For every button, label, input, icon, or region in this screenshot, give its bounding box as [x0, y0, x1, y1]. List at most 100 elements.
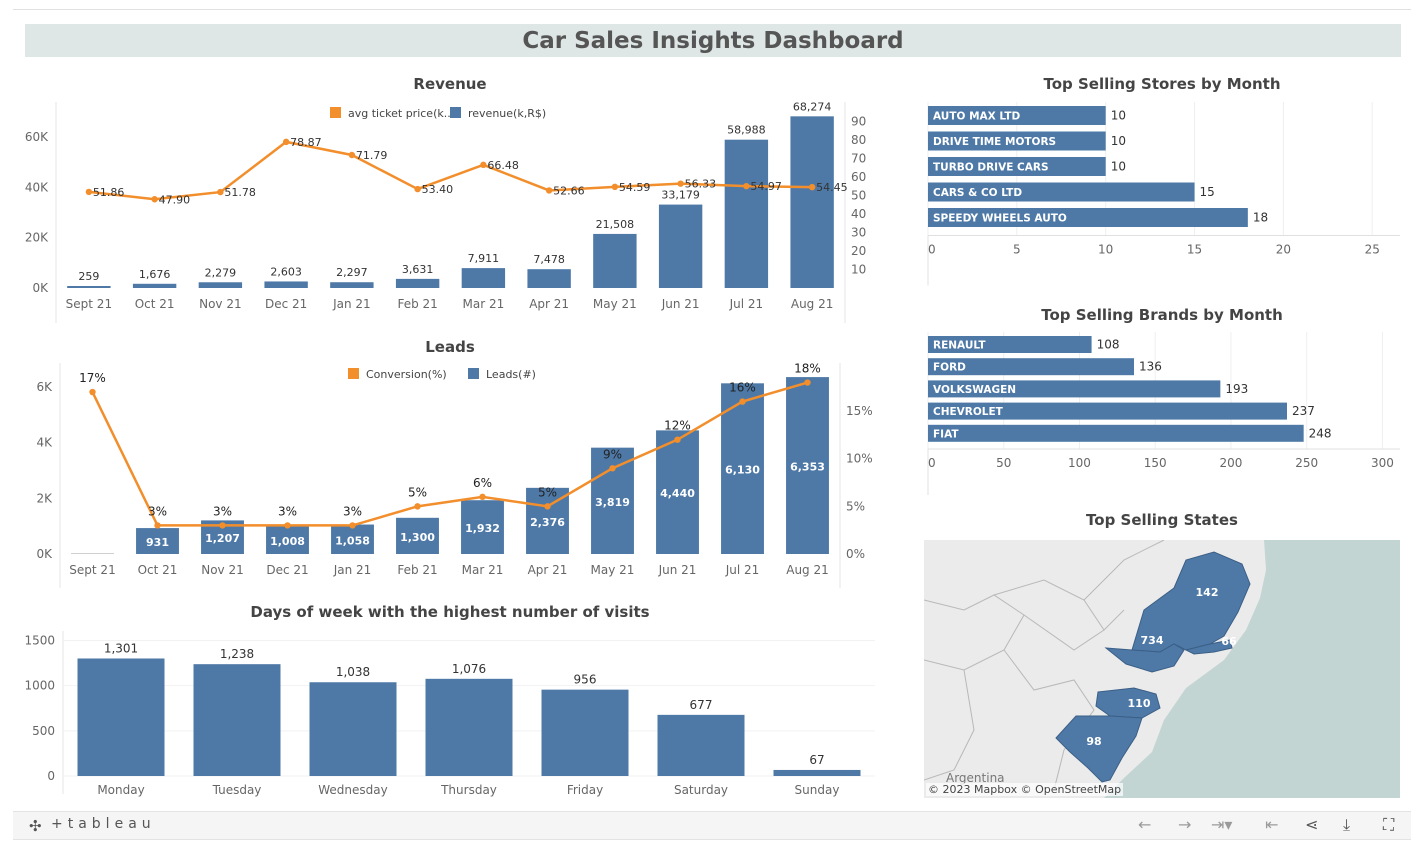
bar[interactable]	[395, 278, 440, 288]
bar-value-label: 15	[1200, 185, 1215, 199]
bar[interactable]	[461, 500, 504, 554]
state-rio-de-janeiro[interactable]	[1184, 639, 1233, 655]
map-sea	[1104, 540, 1400, 798]
bar[interactable]	[724, 139, 769, 288]
bar-category-label: RENAULT	[933, 340, 986, 352]
bar[interactable]	[330, 282, 374, 288]
bar-category-label: AUTO MAX LTD	[933, 111, 1021, 123]
line-point	[85, 188, 93, 196]
bar[interactable]	[928, 131, 1106, 151]
revenue-chart[interactable]: 0K 20K 40K 60K 10 20 30 40 50 60 70 80 90 259 Sept 21 1…	[25, 70, 875, 325]
bar-value-label: 10	[1111, 109, 1126, 123]
bar[interactable]	[309, 682, 397, 776]
bar[interactable]	[928, 380, 1221, 398]
x-tick-label: Sept 21	[69, 563, 115, 577]
bar[interactable]	[928, 208, 1248, 227]
bar-category-label: TURBO DRIVE CARS	[933, 162, 1049, 174]
map-attribution[interactable]: © 2023 Mapbox © OpenStreetMap	[926, 783, 1124, 796]
state-rio-grande-do-sul[interactable]	[1055, 715, 1143, 783]
bar[interactable]	[136, 528, 179, 554]
bar[interactable]	[790, 116, 834, 288]
bar[interactable]	[658, 204, 703, 288]
bar[interactable]	[71, 553, 114, 554]
bar-value-label: 108	[1097, 338, 1120, 352]
bar[interactable]	[67, 286, 111, 288]
line-label: 78.87	[290, 136, 322, 149]
dashboard-title: Car Sales Insights Dashboard	[522, 27, 904, 54]
bar[interactable]	[928, 157, 1106, 176]
stores-chart[interactable]: 0 5 10 15 20 25 AUTO MAX LTD 10 DRIVE TIME MOTOR…	[924, 70, 1400, 290]
y2-tick-label: 0%	[846, 547, 865, 561]
x-tick-label: May 21	[591, 563, 635, 577]
bar[interactable]	[928, 182, 1195, 202]
line-label: 3%	[148, 504, 167, 518]
bar[interactable]	[928, 424, 1304, 442]
bar[interactable]	[132, 283, 177, 288]
state-santa-catarina[interactable]	[1095, 687, 1161, 719]
x-tick-label: Feb 21	[397, 297, 437, 311]
bar[interactable]	[541, 689, 629, 776]
bar[interactable]	[527, 269, 571, 288]
bar[interactable]	[425, 678, 513, 776]
bar-value-label: 237	[1292, 404, 1315, 418]
state-sao-paulo[interactable]	[1104, 643, 1185, 673]
bar[interactable]	[656, 430, 699, 554]
line-label: 6%	[473, 476, 492, 490]
bar[interactable]	[461, 268, 506, 288]
download-icon[interactable]: ⤓	[1343, 815, 1351, 834]
revert-icon[interactable]: ⇥▾	[1211, 815, 1233, 834]
states-map[interactable]: 142 734 66 110 98 Argentina © 2023 Mapbo…	[924, 540, 1400, 798]
x-tick-label: Jun 21	[661, 297, 700, 311]
bar[interactable]	[77, 658, 165, 776]
visits-title: Days of week with the highest number of …	[250, 603, 650, 621]
bar[interactable]	[786, 377, 829, 554]
state-value-label: 142	[1196, 586, 1219, 599]
brands-panel: Top Selling Brands by Month 0 50 100 150 200…	[924, 300, 1400, 495]
y-tick-label: 1500	[25, 634, 55, 648]
bar[interactable]	[198, 282, 243, 288]
line-label: 66.48	[487, 159, 519, 172]
legend-swatch-bar	[450, 107, 461, 118]
bar[interactable]	[721, 383, 764, 554]
y2-tick-label: 50	[851, 188, 866, 202]
line-point	[609, 465, 616, 472]
bar[interactable]	[396, 517, 439, 554]
bar[interactable]	[928, 336, 1092, 353]
bar[interactable]	[928, 358, 1135, 376]
x-tick-label: Friday	[567, 783, 603, 797]
line-point	[282, 138, 290, 146]
x-tick-label: Jul 21	[729, 297, 764, 311]
bar-category-label: CARS & CO LTD	[933, 187, 1022, 199]
tableau-logo: +tableau	[51, 816, 156, 832]
x-tick-label: 100	[1068, 456, 1091, 470]
visits-chart[interactable]: 0 500 1000 1500 1,301 Monday 1,238 Tuesday 1,038…	[25, 598, 875, 803]
bar[interactable]	[928, 106, 1106, 125]
undo-icon[interactable]: ←	[1138, 815, 1152, 834]
bar[interactable]	[193, 664, 281, 776]
bar-value-label: 248	[1309, 426, 1332, 440]
stores-title: Top Selling Stores by Month	[1043, 75, 1281, 93]
redo-icon[interactable]: →	[1178, 815, 1192, 834]
brands-chart[interactable]: 0 50 100 150 200 250 300 RENAULT 108 FORD 136 VOLKS…	[924, 300, 1400, 495]
x-tick-label: Nov 21	[199, 297, 242, 311]
bar[interactable]	[657, 714, 745, 776]
bar[interactable]	[331, 524, 374, 554]
bar[interactable]	[928, 402, 1287, 420]
reset-icon[interactable]: ⇤	[1265, 815, 1279, 834]
bar[interactable]	[773, 769, 861, 776]
bar-label: 6,130	[725, 464, 760, 477]
leads-chart[interactable]: 0K 2K 4K 6K 0% 5% 10% 15% Sept 21 931 Oct 21 1,207 N…	[25, 333, 875, 588]
bar[interactable]	[264, 281, 308, 288]
bar[interactable]	[593, 233, 637, 288]
state-value-label: 98	[1086, 735, 1101, 748]
line-label: 18%	[794, 362, 821, 376]
line-label: 3%	[343, 504, 362, 518]
x-tick-label: Jun 21	[658, 563, 697, 577]
line-label: 12%	[664, 419, 691, 433]
share-icon[interactable]: ⋖	[1305, 815, 1319, 834]
series-line	[88, 140, 813, 201]
x-tick-label: 20	[1276, 243, 1291, 257]
bar[interactable]	[266, 525, 309, 554]
revenue-title: Revenue	[413, 75, 487, 93]
fullscreen-icon[interactable]: ⛶	[1383, 815, 1395, 834]
